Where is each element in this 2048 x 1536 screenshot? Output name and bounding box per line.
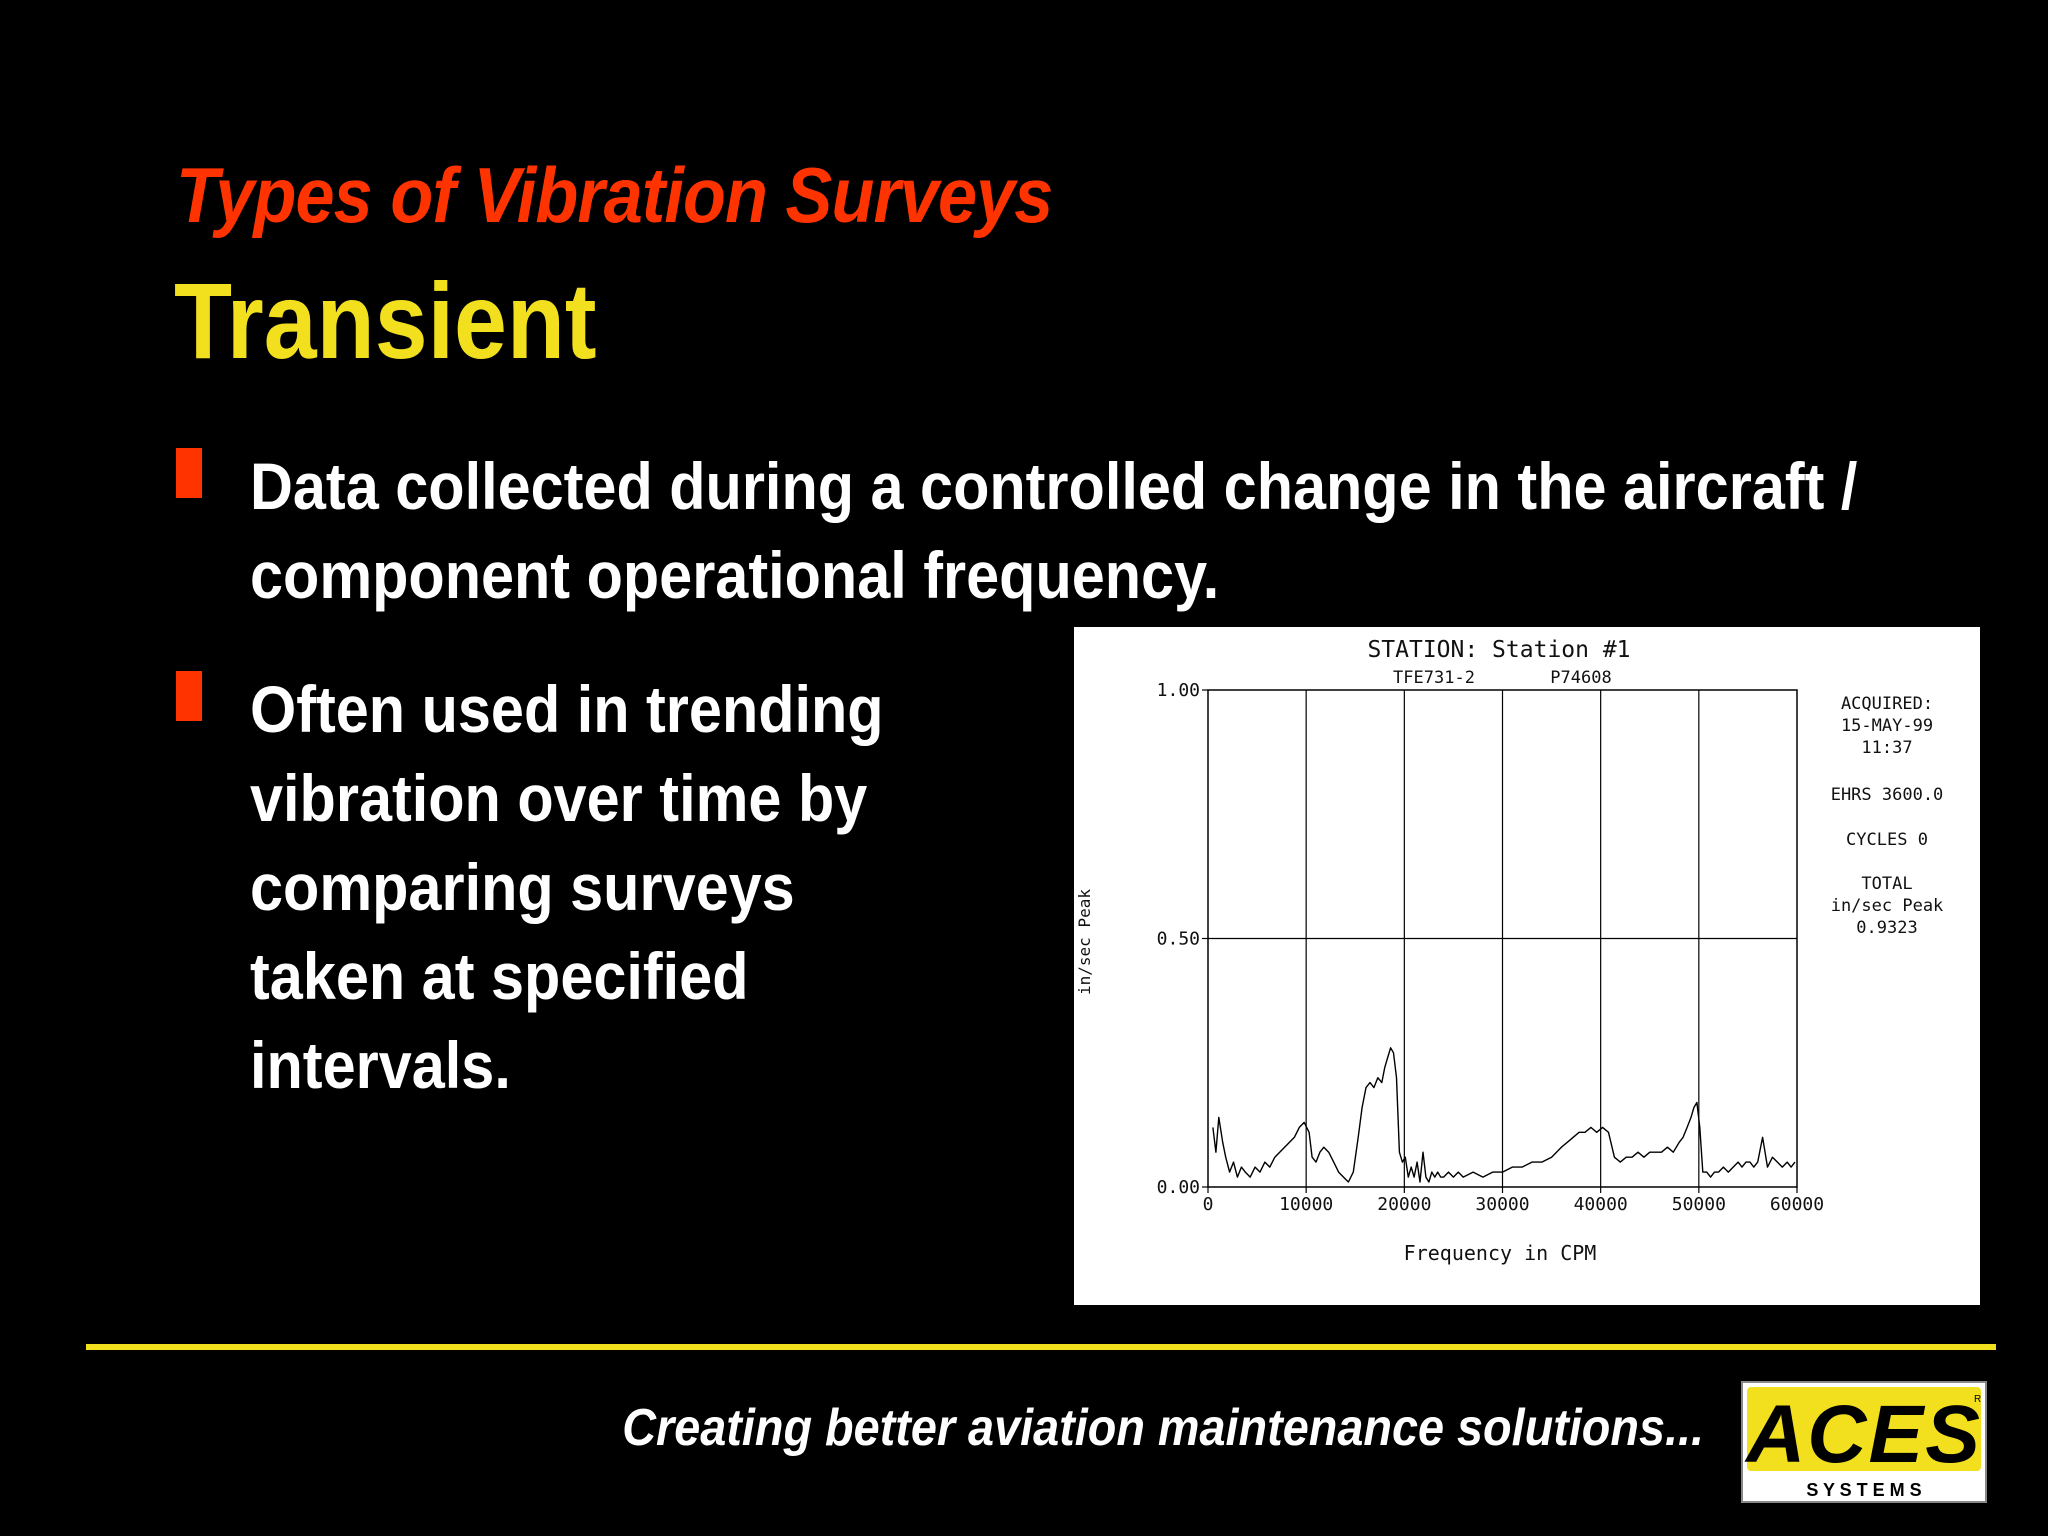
x-tick-label: 40000 [1574, 1194, 1628, 1215]
bullet-marker-1 [176, 448, 202, 498]
logo-registered-mark: R [1974, 1394, 1981, 1405]
y-tick-label: 1.00 [1157, 680, 1200, 701]
slide-title: Transient [174, 260, 597, 381]
chart-annotation: CYCLES 0 [1846, 830, 1928, 850]
x-axis-label: Frequency in CPM [1404, 1241, 1597, 1265]
chart-svg: 0 10000 20000 30000 40000 50000 60000 0.00 0.50 1… [1075, 637, 1944, 1265]
chart-annotation: 15-MAY-99 [1841, 716, 1933, 736]
x-tick-label: 10000 [1279, 1194, 1333, 1215]
footer-divider [86, 1344, 1996, 1350]
chart-subtitle-left: TFE731-2 [1393, 668, 1475, 688]
chart-title: STATION: Station #1 [1367, 637, 1630, 663]
slide-kicker: Types of Vibration Surveys [176, 151, 1053, 239]
chart-axes: 0 10000 20000 30000 40000 50000 60000 0.00 0.50 1… [1157, 680, 1824, 1215]
vibration-spectrum-chart: 0 10000 20000 30000 40000 50000 60000 0.00 0.50 1… [1074, 627, 1980, 1305]
chart-annotation: TOTAL [1861, 874, 1912, 894]
chart-grid [1208, 690, 1797, 1187]
aces-systems-logo: ACES R S Y S T E M S [1741, 1381, 1987, 1503]
chart-annotation: in/sec Peak [1831, 896, 1944, 916]
spectrum-line-1 [1212, 1047, 1796, 1183]
chart-annotation: EHRS 3600.0 [1831, 785, 1944, 805]
x-tick-label: 50000 [1672, 1194, 1726, 1215]
chart-annotation: 0.9323 [1856, 918, 1917, 938]
logo-text: ACES [1744, 1389, 1982, 1480]
x-tick-label: 30000 [1475, 1194, 1529, 1215]
x-tick-label: 0 [1203, 1194, 1214, 1215]
y-tick-label: 0.50 [1157, 929, 1200, 950]
chart-series [1212, 1047, 1796, 1183]
x-tick-label: 60000 [1770, 1194, 1824, 1215]
bullet-1-text: Data collected during a controlled chang… [250, 449, 1858, 612]
bullet-2-text: Often used in trending vibration over ti… [250, 672, 884, 1102]
y-tick-label: 0.00 [1157, 1177, 1200, 1198]
chart-annotation: ACQUIRED: [1841, 694, 1933, 714]
logo-subtext: S Y S T E M S [1806, 1480, 1921, 1500]
chart-annotation: 11:37 [1861, 738, 1912, 758]
chart-subtitle-right: P74608 [1550, 668, 1611, 688]
y-axis-label: in/sec Peak [1075, 889, 1094, 995]
footer-tagline: Creating better aviation maintenance sol… [622, 1399, 1704, 1457]
x-tick-label: 20000 [1377, 1194, 1431, 1215]
bullet-marker-2 [176, 671, 202, 721]
